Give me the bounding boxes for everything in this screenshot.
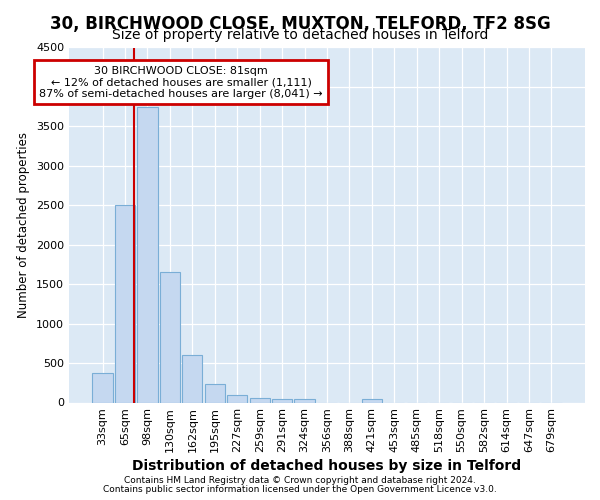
Bar	[272, 398, 292, 402]
Bar	[182, 355, 202, 403]
Text: Size of property relative to detached houses in Telford: Size of property relative to detached ho…	[112, 28, 488, 42]
Bar	[115, 206, 135, 402]
Bar	[160, 272, 180, 402]
Text: 30, BIRCHWOOD CLOSE, MUXTON, TELFORD, TF2 8SG: 30, BIRCHWOOD CLOSE, MUXTON, TELFORD, TF…	[50, 15, 550, 33]
Text: 30 BIRCHWOOD CLOSE: 81sqm
← 12% of detached houses are smaller (1,111)
87% of se: 30 BIRCHWOOD CLOSE: 81sqm ← 12% of detac…	[39, 66, 323, 99]
X-axis label: Distribution of detached houses by size in Telford: Distribution of detached houses by size …	[133, 460, 521, 473]
Bar	[250, 398, 270, 402]
Bar	[295, 400, 314, 402]
Text: Contains HM Land Registry data © Crown copyright and database right 2024.: Contains HM Land Registry data © Crown c…	[124, 476, 476, 485]
Text: Contains public sector information licensed under the Open Government Licence v3: Contains public sector information licen…	[103, 485, 497, 494]
Y-axis label: Number of detached properties: Number of detached properties	[17, 132, 31, 318]
Bar	[205, 384, 225, 402]
Bar	[227, 394, 247, 402]
Bar	[137, 106, 158, 403]
Bar	[362, 398, 382, 402]
Bar	[92, 374, 113, 402]
